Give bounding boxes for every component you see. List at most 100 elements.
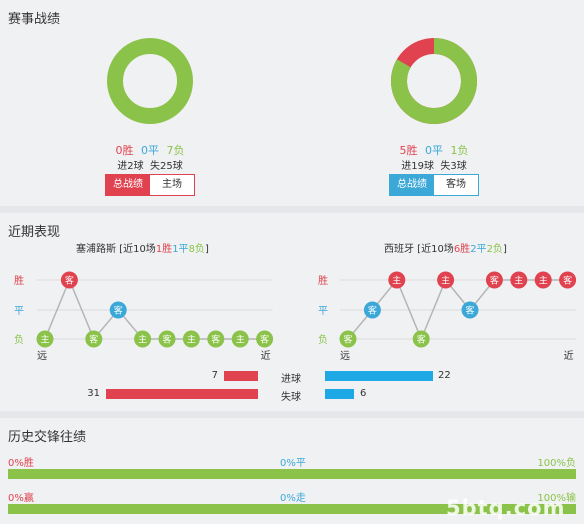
right-team-l: 2负: [486, 244, 503, 255]
left-game-venue: 客: [114, 305, 123, 317]
left-loss: 7负: [166, 144, 185, 157]
right-tabs: 总战绩 客场: [389, 174, 479, 196]
left-game-point: [256, 330, 274, 348]
watermark: 5btq.com: [446, 496, 566, 520]
right-axis-D: 平: [318, 306, 328, 317]
left-game-venue: 客: [260, 334, 269, 346]
right-goals: 进19球 失3球: [401, 161, 467, 172]
history-section: 历史交锋往绩 0%胜 0%平 100%负 0%赢 0%走 100%输 5btq.…: [0, 418, 584, 524]
left-game-point: [182, 330, 200, 348]
record-title: 赛事战绩: [8, 12, 61, 27]
right-against-bar: [325, 389, 354, 399]
right-against-value: 6: [360, 388, 367, 399]
left-game-venue: 主: [40, 334, 49, 346]
right-for-bar: [325, 371, 433, 381]
left-game-point: [158, 330, 176, 348]
left-near-label: 近: [261, 349, 271, 362]
right-game-venue: 主: [392, 275, 401, 287]
left-against-value: 31: [87, 388, 100, 399]
left-game-venue: 客: [211, 334, 220, 346]
right-tab-away[interactable]: 客场: [434, 175, 478, 195]
right-team-prefix: [近10场: [414, 244, 454, 255]
recent-section: 近期表现 塞浦路斯 [近10场1胜1平8负] 西班牙 [近10场6胜2平2负] …: [0, 213, 584, 411]
left-tabs: 总战绩 主场: [105, 174, 195, 196]
left-game-point: [36, 330, 54, 348]
left-team-header: 塞浦路斯 [近10场1胜1平8负]: [76, 240, 209, 255]
right-game-point: [461, 301, 479, 319]
right-game-point: [485, 271, 503, 289]
left-axis-D: 平: [14, 306, 24, 317]
right-donut-win: [391, 38, 477, 124]
goals-against-label: 失球: [281, 392, 301, 403]
left-tab-home[interactable]: 主场: [150, 175, 194, 195]
right-game-point: [510, 271, 528, 289]
left-team-prefix: [近10场: [116, 244, 156, 255]
right-team-d: 2平: [470, 244, 487, 255]
left-far-label: 远: [37, 350, 47, 362]
right-loss: 1负: [450, 144, 469, 157]
left-win: 0胜: [115, 144, 134, 157]
left-game-point: [134, 330, 152, 348]
left-game-venue: 客: [65, 275, 74, 287]
right-game-venue: 客: [465, 305, 474, 317]
left-game-point: [207, 330, 225, 348]
right-game-venue: 主: [441, 275, 450, 287]
right-axis-W: 胜: [318, 275, 328, 287]
left-game-venue: 主: [236, 334, 245, 346]
history-row1-mid: 0%平: [280, 458, 306, 469]
right-game-point: [388, 271, 406, 289]
recent-title: 近期表现: [8, 225, 61, 240]
history-row1-left: 0%胜: [8, 458, 34, 469]
left-goals: 进2球 失25球: [117, 161, 183, 172]
left-game-point: [85, 330, 103, 348]
history-row2-left: 0%赢: [8, 493, 34, 504]
right-game-venue: 客: [417, 334, 426, 346]
left-donut-chart: [107, 38, 193, 124]
right-axis-L: 负: [318, 333, 328, 346]
history-title: 历史交锋往绩: [8, 430, 87, 445]
right-team-name: 西班牙: [384, 244, 414, 255]
right-near-label: 近: [564, 349, 574, 362]
goals-for-label: 进球: [281, 374, 301, 385]
right-game-venue: 客: [343, 334, 352, 346]
left-team-d: 1平: [172, 244, 189, 255]
right-game-venue: 主: [514, 275, 523, 287]
right-form-line: [347, 278, 568, 341]
left-game-point: [60, 271, 78, 289]
right-game-point: [339, 330, 357, 348]
history-row1-bar: [8, 469, 576, 479]
left-for-bar: [224, 371, 258, 381]
left-game-point: [109, 301, 127, 319]
left-game-venue: 客: [89, 334, 98, 346]
right-game-venue: 主: [539, 275, 548, 287]
left-team-l: 8负: [188, 244, 205, 255]
right-game-point: [534, 271, 552, 289]
right-for-value: 22: [438, 370, 451, 381]
right-team-suffix: ]: [502, 244, 507, 255]
left-game-venue: 主: [187, 334, 196, 346]
left-team-w: 1胜: [155, 244, 173, 255]
right-tab-total[interactable]: 总战绩: [390, 175, 434, 195]
right-game-point: [437, 271, 455, 289]
left-team-suffix: ]: [204, 244, 209, 255]
right-team-w: 6胜: [453, 244, 471, 255]
left-tab-total[interactable]: 总战绩: [106, 175, 150, 195]
left-game-venue: 客: [162, 334, 171, 346]
left-donut-ring: [107, 38, 193, 124]
left-form-line: [44, 278, 265, 341]
record-section: 赛事战绩 0胜 0平 7负 进2球 失25球 总战绩 主场 5胜 0平 1负 进…: [0, 0, 584, 206]
right-game-venue: 客: [563, 275, 572, 287]
right-draw: 0平: [425, 144, 443, 157]
right-team-header: 西班牙 [近10场6胜2平2负]: [384, 240, 507, 255]
right-game-venue: 客: [490, 275, 499, 287]
history-row2-mid: 0%走: [280, 493, 306, 504]
right-game-point: [559, 271, 577, 289]
left-axis-W: 胜: [14, 275, 24, 287]
form-charts: 胜平负远 近主客客客主客主客主客胜平负远 近客客主客主客客主主客: [14, 271, 577, 362]
history-row1-right: 100%负: [537, 458, 576, 469]
left-for-value: 7: [211, 370, 218, 381]
left-team-name: 塞浦路斯: [76, 244, 116, 255]
left-against-bar: [106, 389, 258, 399]
history-row2-bar: [8, 504, 576, 514]
history-row2-right: 100%输: [537, 493, 576, 504]
